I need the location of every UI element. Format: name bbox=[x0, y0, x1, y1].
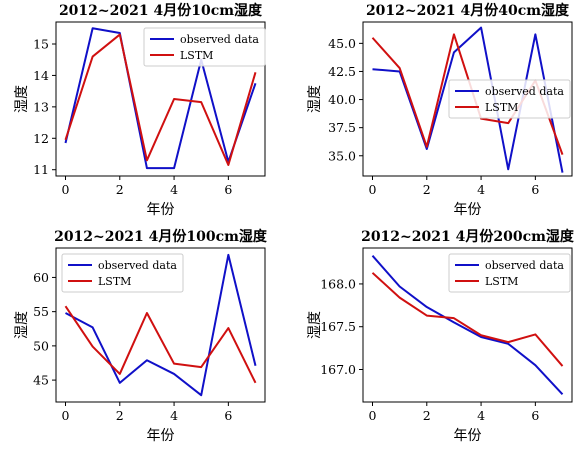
x-tick-label: 0 bbox=[369, 182, 377, 197]
chart-title: 2012~2021 4月份200cm湿度 bbox=[361, 228, 575, 245]
series-line-observed bbox=[65, 253, 257, 397]
x-axis-label: 年份 bbox=[147, 202, 175, 218]
y-axis-label: 湿度 bbox=[14, 85, 30, 113]
x-tick-label: 2 bbox=[116, 408, 124, 423]
y-tick-label: 11 bbox=[33, 162, 49, 177]
legend-box bbox=[448, 253, 571, 293]
x-tick-label: 4 bbox=[170, 408, 178, 423]
y-tick-label: 15 bbox=[33, 37, 49, 52]
plot-frame bbox=[362, 21, 573, 177]
x-tick-label: 6 bbox=[224, 408, 232, 423]
series-line-lstm bbox=[371, 272, 564, 367]
y-axis-label: 湿度 bbox=[307, 85, 323, 113]
x-axis-label: 年份 bbox=[454, 428, 482, 444]
series-line-observed bbox=[64, 27, 257, 170]
y-tick-label: 167.0 bbox=[320, 362, 356, 377]
legend-label-lstm: LSTM bbox=[485, 101, 518, 114]
x-tick-label: 0 bbox=[62, 408, 70, 423]
x-tick-label: 6 bbox=[531, 408, 539, 423]
y-tick-label: 14 bbox=[33, 68, 49, 83]
chart-panel-2: 2012~2021 4月份40cm湿度 0 2 4 6 35.0 37.5 40.0 42.5 4… bbox=[307, 2, 573, 218]
y-tick-label: 35.0 bbox=[328, 148, 356, 163]
x-tick-label: 4 bbox=[477, 408, 485, 423]
y-tick-label: 168.0 bbox=[320, 276, 356, 291]
series-line-observed bbox=[372, 26, 564, 173]
legend: observed data LSTM bbox=[448, 253, 571, 293]
legend: observed data LSTM bbox=[61, 253, 184, 293]
x-axis-label: 年份 bbox=[454, 202, 482, 218]
legend-box bbox=[61, 253, 184, 293]
y-tick-label: 42.5 bbox=[328, 64, 356, 79]
legend-label-observed: observed data bbox=[180, 33, 259, 46]
x-tick-label: 4 bbox=[170, 182, 178, 197]
x-tick-label: 0 bbox=[369, 408, 377, 423]
x-tick-label: 6 bbox=[531, 182, 539, 197]
y-tick-label: 13 bbox=[33, 99, 49, 114]
x-tick-label: 2 bbox=[423, 408, 431, 423]
legend-box bbox=[143, 27, 266, 67]
y-tick-label: 40.0 bbox=[328, 92, 356, 107]
series-line-lstm bbox=[64, 305, 257, 384]
y-tick-label: 50 bbox=[33, 338, 49, 353]
x-tick-label: 4 bbox=[477, 182, 485, 197]
series-line-lstm bbox=[64, 33, 257, 166]
chart-title: 2012~2021 4月份40cm湿度 bbox=[366, 2, 570, 19]
plot-frame bbox=[55, 247, 266, 403]
plot-frame bbox=[362, 247, 573, 403]
x-axis-label: 年份 bbox=[147, 428, 175, 444]
chart-title: 2012~2021 4月份10cm湿度 bbox=[59, 2, 263, 19]
chart-panel-3: 2012~2021 4月份100cm湿度 0 2 4 6 45 50 55 60 年份 湿度 obse… bbox=[14, 228, 268, 444]
y-axis-label: 湿度 bbox=[307, 311, 323, 339]
x-tick-label: 2 bbox=[116, 182, 124, 197]
legend-label-lstm: LSTM bbox=[98, 275, 131, 288]
legend: observed data LSTM bbox=[143, 27, 266, 67]
legend-label-observed: observed data bbox=[485, 259, 564, 272]
series-line-observed bbox=[371, 255, 564, 395]
legend-label-observed: observed data bbox=[98, 259, 177, 272]
y-tick-label: 167.5 bbox=[320, 319, 356, 334]
chart-panel-1: 2012~2021 4月份10cm湿度 0 2 4 6 11 12 13 14 15 年份 湿度 obs… bbox=[14, 2, 266, 218]
chart-panel-4: 2012~2021 4月份200cm湿度 0 2 4 6 167.0 167.5 168.0 年… bbox=[307, 228, 575, 444]
legend-label-observed: observed data bbox=[485, 85, 564, 98]
x-tick-label: 0 bbox=[62, 182, 70, 197]
y-tick-label: 45 bbox=[33, 373, 49, 388]
x-tick-label: 2 bbox=[423, 182, 431, 197]
y-tick-label: 12 bbox=[33, 131, 49, 146]
y-axis-label: 湿度 bbox=[14, 311, 30, 339]
legend-box bbox=[448, 79, 571, 119]
y-tick-label: 60 bbox=[33, 270, 49, 285]
legend: observed data LSTM bbox=[448, 79, 571, 119]
legend-label-lstm: LSTM bbox=[485, 275, 518, 288]
y-tick-label: 45.0 bbox=[328, 36, 356, 51]
chart-title: 2012~2021 4月份100cm湿度 bbox=[54, 228, 268, 245]
x-tick-label: 6 bbox=[224, 182, 232, 197]
y-tick-label: 55 bbox=[33, 304, 49, 319]
y-tick-label: 37.5 bbox=[328, 120, 356, 135]
legend-label-lstm: LSTM bbox=[180, 49, 213, 62]
plot-frame bbox=[55, 21, 266, 177]
